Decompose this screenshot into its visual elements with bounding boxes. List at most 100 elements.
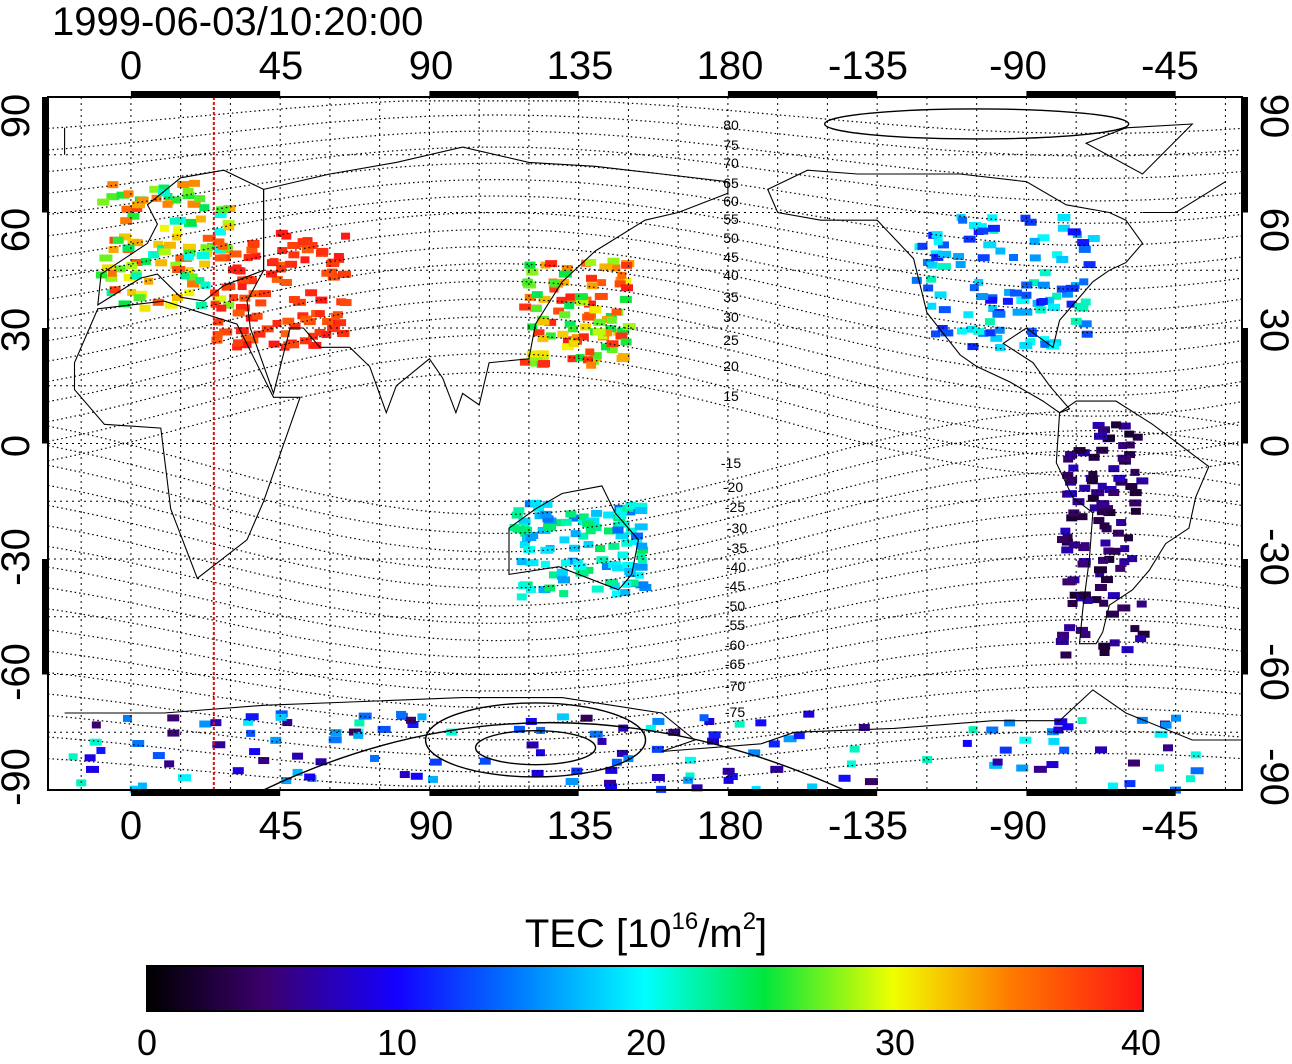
tec-dot bbox=[1068, 464, 1079, 472]
tec-dot bbox=[269, 258, 279, 266]
tec-dot bbox=[994, 326, 1005, 334]
tec-dot bbox=[287, 241, 301, 249]
lat-tick-left-minus90: -90 bbox=[0, 748, 38, 806]
tec-dot bbox=[783, 735, 797, 743]
tec-dot bbox=[617, 520, 630, 528]
tick-bar-right bbox=[1242, 559, 1248, 675]
contour-label: 40 bbox=[723, 267, 739, 283]
tec-dot bbox=[1002, 297, 1013, 305]
tec-dot bbox=[1130, 507, 1141, 515]
tec-dot bbox=[525, 717, 537, 725]
tec-dot bbox=[327, 325, 341, 333]
tec-dot bbox=[619, 551, 629, 559]
tec-dot bbox=[734, 720, 745, 728]
tec-dot bbox=[606, 316, 617, 324]
lon-tick-bottom-45: 45 bbox=[258, 804, 304, 848]
tec-dot bbox=[327, 273, 340, 281]
contour-label: 15 bbox=[723, 388, 739, 404]
contour-line bbox=[47, 618, 1243, 692]
tec-dot bbox=[1008, 254, 1018, 262]
lat-tick-left-0: 0 bbox=[0, 416, 38, 476]
tec-dot bbox=[723, 776, 734, 784]
tec-dot bbox=[591, 509, 603, 517]
lon-tick-top-0: 0 bbox=[119, 44, 143, 88]
tec-dot bbox=[858, 723, 870, 731]
tec-dot bbox=[429, 758, 442, 766]
tec-dot bbox=[321, 269, 334, 277]
tec-dot bbox=[1067, 599, 1078, 607]
tec-dot bbox=[186, 273, 198, 281]
tec-dot bbox=[314, 310, 325, 318]
tec-dot bbox=[275, 713, 287, 721]
tec-dot bbox=[699, 714, 709, 722]
tec-dot bbox=[934, 291, 947, 299]
tec-dot bbox=[1070, 317, 1082, 325]
tec-dot bbox=[237, 276, 250, 284]
tec-dot bbox=[285, 260, 298, 268]
tec-dot bbox=[534, 512, 545, 520]
tec-dot bbox=[106, 193, 120, 201]
tec-dot bbox=[1125, 441, 1135, 449]
tec-dot bbox=[1088, 470, 1098, 478]
contour-line bbox=[47, 685, 1243, 741]
tec-dot bbox=[596, 556, 609, 564]
lon-tick-top-90: 90 bbox=[408, 44, 454, 88]
tec-dot bbox=[617, 327, 630, 335]
tec-dot bbox=[1076, 513, 1088, 521]
tec-dot bbox=[337, 329, 350, 337]
tec-dot bbox=[987, 214, 998, 222]
tec-dot bbox=[586, 282, 598, 290]
tec-dot bbox=[955, 261, 966, 269]
contour-label: -60 bbox=[725, 637, 745, 653]
tec-dot bbox=[1081, 330, 1093, 338]
tec-dot bbox=[277, 247, 288, 255]
tec-dot bbox=[1111, 421, 1122, 429]
tec-dot bbox=[217, 242, 228, 250]
tec-dot bbox=[535, 749, 545, 757]
tec-dot bbox=[585, 527, 596, 535]
tec-dot bbox=[931, 330, 941, 338]
contour-label: -50 bbox=[725, 598, 745, 614]
tec-dot bbox=[245, 713, 259, 721]
tec-dot bbox=[213, 295, 227, 303]
tec-dot bbox=[164, 301, 178, 309]
tec-dot bbox=[1025, 338, 1036, 346]
tec-dot bbox=[530, 359, 544, 367]
tec-dot bbox=[1061, 546, 1074, 554]
tec-dot bbox=[258, 757, 270, 765]
tec-dot bbox=[558, 278, 570, 286]
tec-dot bbox=[171, 294, 183, 302]
tec-dot bbox=[1062, 578, 1076, 586]
tec-dot bbox=[163, 241, 176, 249]
tec-dot bbox=[589, 730, 603, 738]
tec-dot bbox=[1057, 224, 1070, 232]
tec-dot bbox=[109, 286, 121, 294]
tec-dot bbox=[556, 519, 566, 527]
tec-dot bbox=[153, 240, 164, 248]
tick-bar-top bbox=[429, 91, 579, 97]
tec-dot bbox=[574, 293, 588, 301]
tec-dot bbox=[538, 360, 551, 368]
contour-labels: 80 75 70 65 60 55 50 45 40 35 30 25 20 15 -15 -20 -25 -30… bbox=[721, 117, 747, 720]
tec-dot bbox=[1088, 453, 1100, 461]
tec-dot bbox=[1136, 716, 1148, 724]
contour-label: -25 bbox=[725, 499, 745, 515]
tec-dot bbox=[538, 295, 551, 303]
tec-dot bbox=[575, 298, 589, 306]
colorbar-tick-40: 40 bbox=[1120, 1022, 1162, 1063]
tec-dot bbox=[292, 298, 306, 306]
tec-dot bbox=[1097, 482, 1107, 490]
tec-dot bbox=[377, 725, 391, 733]
tec-dot bbox=[1028, 330, 1038, 338]
tec-dot bbox=[169, 217, 183, 225]
tec-dot bbox=[1117, 604, 1131, 612]
tec-dot bbox=[248, 290, 261, 298]
tec-dot bbox=[333, 253, 344, 261]
tec-dot bbox=[933, 238, 943, 246]
lon-tick-top-45: 45 bbox=[258, 44, 304, 88]
tec-dot bbox=[1103, 434, 1116, 442]
tec-dot bbox=[622, 323, 636, 331]
tec-dot bbox=[405, 716, 416, 724]
tec-dot bbox=[937, 241, 949, 249]
